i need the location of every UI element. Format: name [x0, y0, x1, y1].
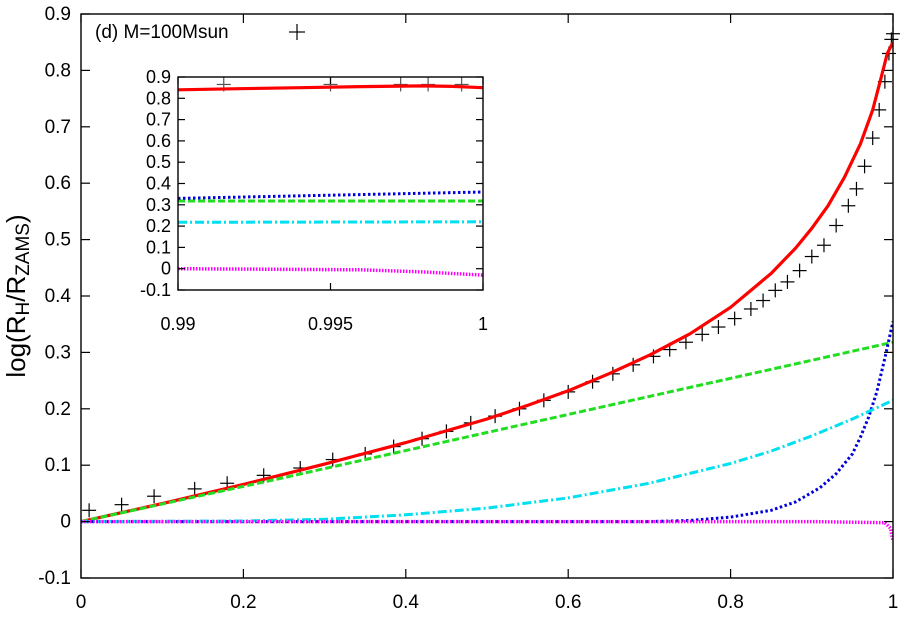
inset-marker-plus [393, 77, 408, 92]
main-marker-plus [187, 481, 202, 496]
main-marker-plus [711, 320, 726, 335]
main-marker-plus [780, 274, 795, 289]
main-series-dotted-fine-line [81, 519, 893, 542]
y-axis-label-sub-h: H [13, 302, 34, 316]
inset-y-tick-label: 0.6 [146, 131, 171, 151]
main-marker-plus [804, 249, 819, 264]
main-y-tick-label: -0.1 [38, 568, 71, 589]
main-marker-plus [792, 263, 807, 278]
inset-y-tick-label: 0.1 [146, 237, 171, 257]
main-series-dashed-line [81, 340, 893, 524]
y-axis-label-base: log(R [1, 316, 31, 378]
y-axis-label-mid: /R [1, 276, 31, 302]
main-x-tick-label: 0.8 [717, 592, 743, 613]
main-x-tick-label: 0.4 [393, 592, 420, 613]
main-x-tick-label: 0.2 [230, 592, 256, 613]
main-marker-plus [147, 489, 162, 504]
x-axis-label: τ [482, 631, 493, 640]
main-marker-plus [82, 503, 97, 518]
inset-y-tick-label: -0.1 [140, 280, 171, 300]
main-marker-plus [841, 198, 856, 213]
inset-background [178, 77, 483, 290]
main-y-tick-label: 0.2 [45, 399, 71, 420]
main-y-tick-label: 0.8 [45, 60, 71, 81]
inset-series-dotted-fine-line [178, 266, 483, 277]
inset-y-tick-label: 0.3 [146, 195, 171, 215]
main-series-group [81, 26, 900, 542]
main-y-tick-label: 0.6 [45, 173, 71, 194]
y-axis-label-end: ) [1, 214, 31, 223]
main-y-tick-label: 0.3 [45, 342, 71, 363]
inset-y-tick-label: 0.9 [146, 67, 171, 87]
main-marker-plus [114, 497, 129, 512]
main-series-dashdot-line [81, 398, 893, 524]
main-marker-plus [768, 283, 783, 298]
main-marker-plus [727, 311, 742, 326]
main-series-solid-line [81, 41, 893, 524]
inset-x-tick-label: 1 [478, 314, 488, 334]
inset-series-dotted-line [178, 190, 483, 200]
inset-plot: 0.99 0.995 1 -0.100.10.20.30.40.50.60.70.80… [140, 67, 488, 334]
main-marker-plus [695, 327, 710, 342]
legend-label: (d) M=100Msun [95, 22, 229, 43]
main-marker-plus [829, 218, 844, 233]
main-y-tick-label: 0.9 [45, 4, 71, 25]
main-marker-plus [816, 238, 831, 253]
inset-y-tick-label: 0 [161, 259, 171, 279]
inset-y-tick-label: 0.8 [146, 88, 171, 108]
main-y-tick-label: 0.1 [45, 455, 71, 476]
main-y-tick-label: 0 [60, 512, 71, 533]
main-marker-plus [857, 159, 872, 174]
main-x-tick-label: 1 [888, 592, 899, 613]
y-axis-label: log(RH/RZAMS) [1, 214, 34, 377]
inset-y-tick-label: 0.4 [146, 174, 171, 194]
y-axis-label-sub-zams: ZAMS [13, 223, 34, 276]
main-y-tick-label: 0.5 [45, 230, 71, 251]
main-x-tick-label: 0.6 [555, 592, 581, 613]
main-x-tick-label: 0 [76, 592, 87, 613]
main-marker-plus [872, 102, 887, 117]
inset-x-tick-label: 0.99 [160, 314, 195, 334]
main-ticks-group: 0 0.2 0.4 0.6 0.8 1-0.100.10.20.30.40.50.60.7… [38, 4, 898, 613]
inset-y-tick-label: 0.2 [146, 216, 171, 236]
inset-series-group [178, 77, 483, 277]
main-plot: 0 0.2 0.4 0.6 0.8 1-0.100.10.20.30.40.50.60.7… [1, 4, 900, 640]
inset-ticks-group: 0.99 0.995 1 -0.100.10.20.30.40.50.60.70.80… [140, 67, 488, 334]
main-y-tick-label: 0.4 [45, 286, 72, 307]
legend-marker-plus [289, 24, 305, 40]
inset-x-tick-label: 0.995 [308, 314, 353, 334]
legend: (d) M=100Msun [95, 22, 305, 43]
main-y-tick-label: 0.7 [45, 117, 71, 138]
main-marker-plus [865, 131, 880, 146]
main-marker-plus [849, 181, 864, 196]
main-marker-plus [756, 293, 771, 308]
inset-series-solid-line [178, 84, 483, 92]
main-marker-plus [743, 301, 758, 316]
inset-y-tick-label: 0.5 [146, 152, 171, 172]
inset-y-tick-label: 0.7 [146, 110, 171, 130]
inset-marker-plus [454, 77, 469, 92]
